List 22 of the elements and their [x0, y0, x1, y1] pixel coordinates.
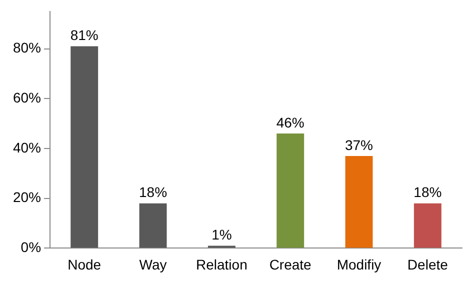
y-tick-label: 0% [20, 239, 42, 256]
x-tick-label: Delete [407, 256, 448, 272]
data-label: 46% [276, 114, 304, 130]
data-label: 81% [70, 27, 98, 44]
data-label: 18% [139, 184, 168, 200]
x-tick-label: Node [68, 256, 102, 272]
y-tick-label: 80% [12, 40, 42, 56]
x-tick-label: Way [139, 256, 167, 272]
y-tick-label: 40% [12, 139, 42, 156]
y-tick-label: 20% [12, 189, 42, 206]
data-label: 37% [344, 136, 374, 153]
y-tick-label: 60% [12, 90, 42, 106]
x-tick-label: Relation [196, 256, 248, 272]
bar [139, 203, 167, 248]
bar [70, 46, 98, 248]
data-label: 18% [414, 184, 442, 200]
bar [345, 156, 373, 248]
data-label: 1% [212, 226, 232, 243]
bar [414, 203, 442, 248]
x-tick-label: Create [269, 256, 312, 272]
x-tick-label: Modifiy [336, 256, 382, 272]
bar [276, 134, 304, 248]
